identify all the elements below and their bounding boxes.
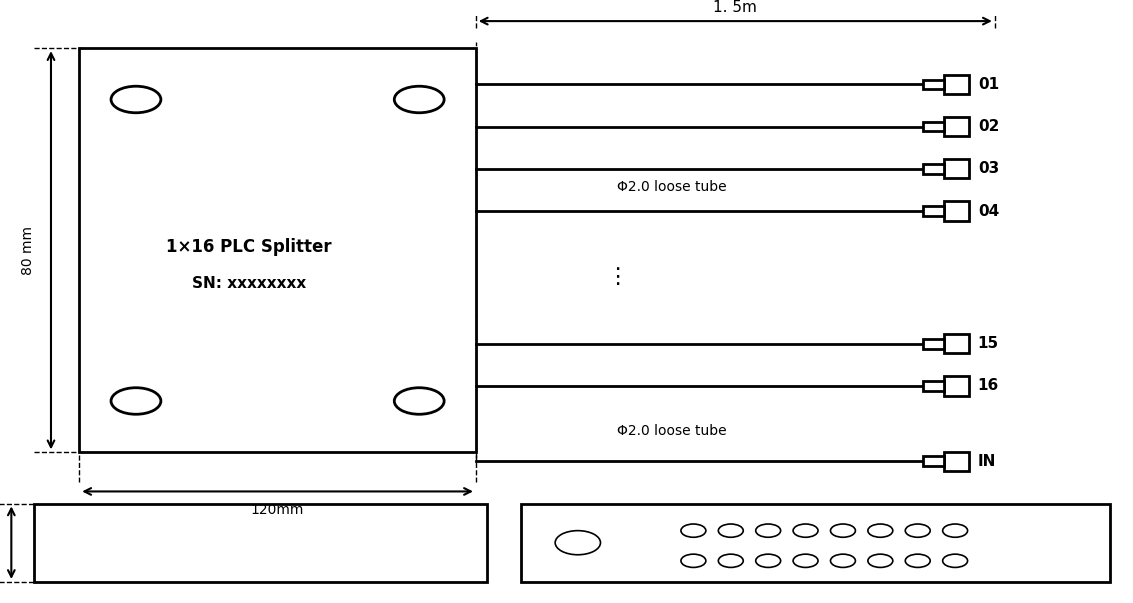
Text: SN: xxxxxxxx: SN: xxxxxxxx [193, 276, 306, 291]
Text: 16: 16 [978, 379, 999, 393]
Bar [923, 206, 944, 216]
Bar [944, 376, 969, 396]
Circle shape [793, 554, 818, 567]
Bar [923, 339, 944, 349]
Bar [944, 159, 969, 178]
Text: 03: 03 [978, 162, 999, 176]
Text: 1×16 PLC Splitter: 1×16 PLC Splitter [167, 238, 332, 256]
Bar [923, 456, 944, 466]
Bar [923, 164, 944, 174]
Circle shape [718, 524, 743, 537]
Circle shape [830, 524, 855, 537]
Bar [923, 381, 944, 391]
Bar [944, 452, 969, 471]
Circle shape [394, 86, 444, 113]
Text: 02: 02 [978, 119, 999, 134]
Text: Φ2.0 loose tube: Φ2.0 loose tube [617, 424, 727, 438]
Circle shape [718, 554, 743, 567]
Circle shape [830, 554, 855, 567]
Bar [944, 117, 969, 136]
Bar [944, 201, 969, 221]
Text: Φ2.0 loose tube: Φ2.0 loose tube [617, 180, 727, 194]
Bar [944, 75, 969, 94]
Text: ⋮: ⋮ [606, 267, 629, 288]
Text: 80 mm: 80 mm [22, 226, 35, 275]
Circle shape [681, 524, 706, 537]
Circle shape [905, 524, 930, 537]
Circle shape [681, 554, 706, 567]
Circle shape [943, 524, 968, 537]
Bar [79, 48, 476, 452]
Circle shape [793, 524, 818, 537]
Circle shape [868, 554, 893, 567]
Text: 15: 15 [978, 336, 999, 351]
Bar [923, 122, 944, 131]
Circle shape [756, 554, 781, 567]
Bar [923, 80, 944, 89]
Text: IN: IN [978, 454, 996, 469]
Circle shape [868, 524, 893, 537]
Bar [944, 334, 969, 353]
Circle shape [555, 531, 600, 555]
Bar [34, 504, 487, 582]
Bar [521, 504, 1110, 582]
Circle shape [111, 86, 161, 113]
Text: 01: 01 [978, 77, 999, 92]
Text: 120mm: 120mm [250, 502, 305, 517]
Circle shape [111, 388, 161, 414]
Circle shape [756, 524, 781, 537]
Circle shape [943, 554, 968, 567]
Circle shape [394, 388, 444, 414]
Circle shape [905, 554, 930, 567]
Text: 1. 5m: 1. 5m [714, 1, 757, 15]
Text: 04: 04 [978, 204, 999, 218]
